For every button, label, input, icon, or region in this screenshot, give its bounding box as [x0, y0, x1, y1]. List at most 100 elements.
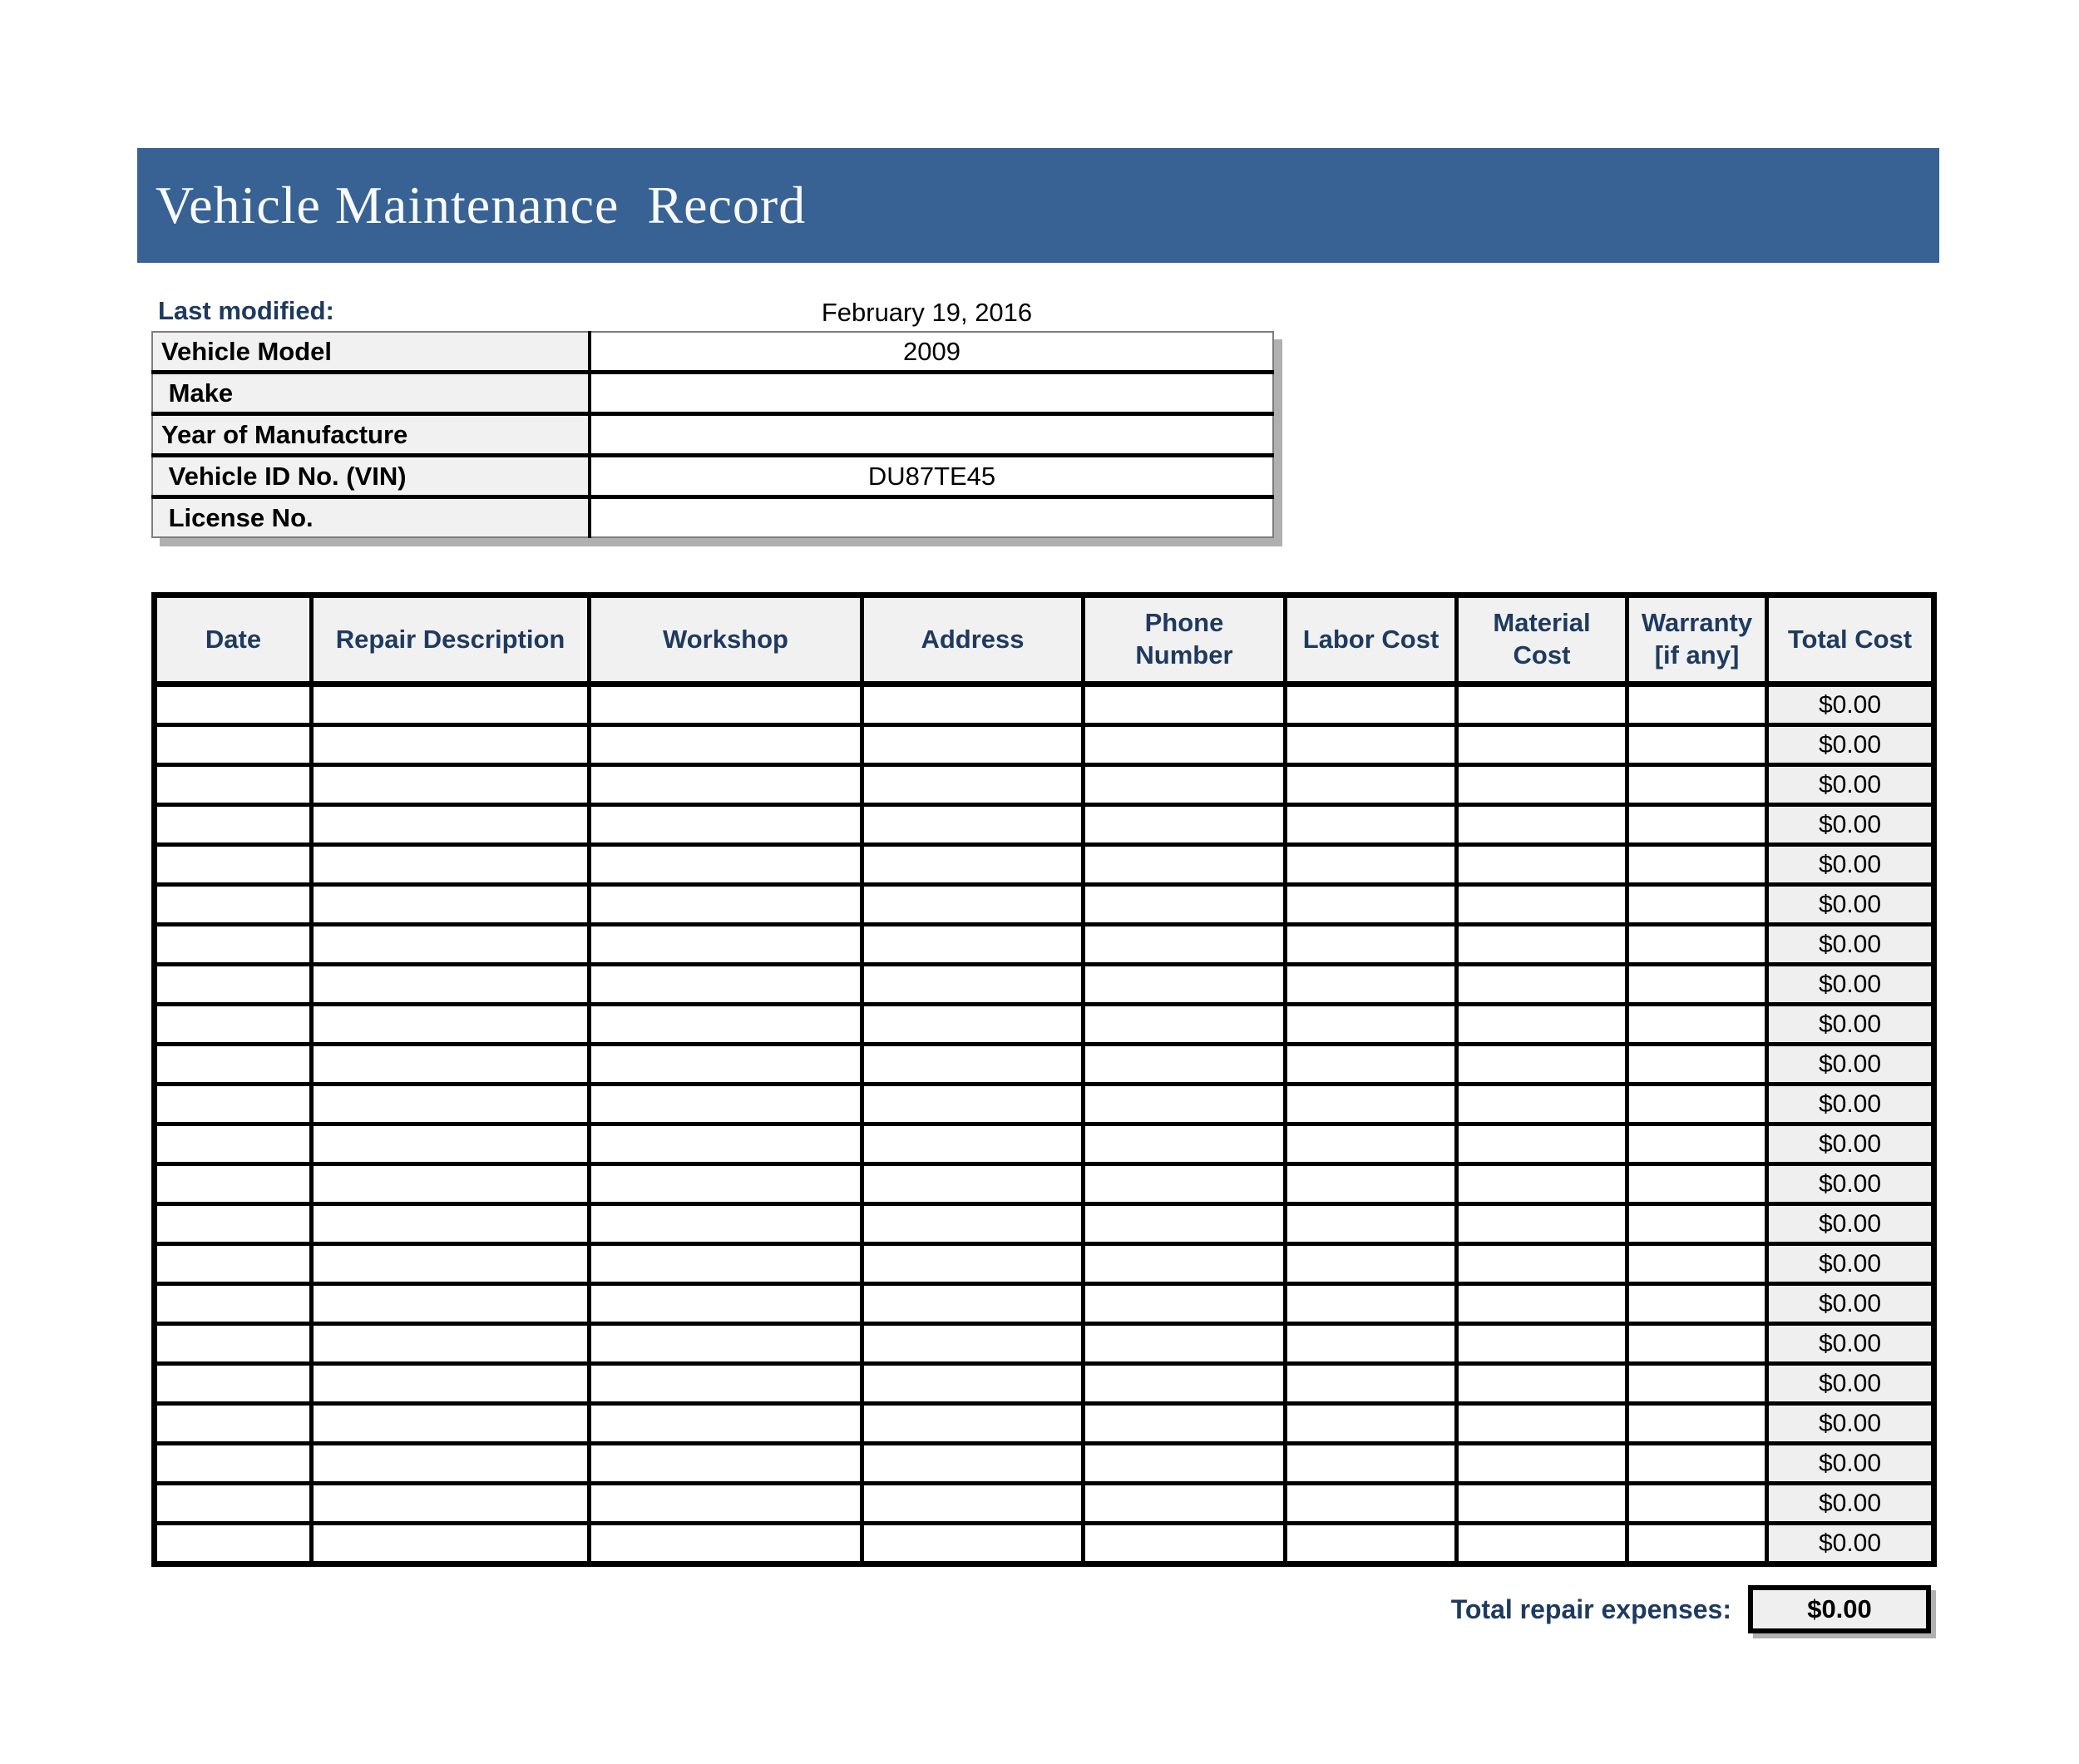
log-cell[interactable] [1456, 1044, 1629, 1086]
log-cell[interactable] [1083, 1203, 1287, 1246]
log-cell[interactable] [862, 764, 1085, 807]
log-cell[interactable] [1456, 1004, 1629, 1046]
log-cell[interactable] [1285, 1483, 1459, 1525]
log-cell[interactable] [311, 1403, 591, 1445]
log-cell[interactable] [1083, 724, 1287, 767]
log-cell[interactable] [311, 684, 591, 727]
log-cell[interactable] [1627, 1084, 1769, 1126]
log-cell[interactable] [862, 804, 1085, 847]
log-cell[interactable] [1627, 964, 1769, 1006]
log-cell[interactable] [1456, 764, 1629, 807]
log-cell[interactable] [589, 1323, 864, 1366]
log-cell[interactable] [1083, 1403, 1287, 1445]
year-of-manufacture-value[interactable] [590, 413, 1273, 457]
log-cell[interactable] [1456, 844, 1629, 887]
log-cell[interactable] [589, 1084, 864, 1126]
log-cell[interactable] [1627, 724, 1769, 767]
log-cell[interactable] [1083, 764, 1287, 807]
log-cell[interactable] [589, 1283, 864, 1326]
log-cell[interactable] [1285, 1004, 1459, 1046]
log-cell[interactable] [1285, 844, 1459, 887]
log-cell[interactable] [1285, 1203, 1459, 1246]
log-cell[interactable] [1456, 1323, 1629, 1366]
log-cell[interactable] [311, 1084, 591, 1126]
log-cell[interactable] [862, 1084, 1085, 1126]
log-cell[interactable] [1456, 1243, 1629, 1286]
log-cell[interactable] [862, 1124, 1085, 1166]
log-cell[interactable] [1456, 1164, 1629, 1206]
log-cell[interactable] [862, 1004, 1085, 1046]
log-cell[interactable] [589, 764, 864, 807]
log-cell[interactable] [1285, 924, 1459, 966]
log-cell[interactable] [862, 1164, 1085, 1206]
log-cell[interactable] [1285, 1124, 1459, 1166]
log-cell[interactable] [589, 884, 864, 926]
log-cell[interactable] [589, 1004, 864, 1046]
last-modified-value[interactable]: February 19, 2016 [821, 298, 1033, 327]
log-cell[interactable] [154, 924, 314, 966]
log-cell[interactable] [311, 1203, 591, 1246]
log-cell[interactable] [1285, 1323, 1459, 1366]
log-cell[interactable] [862, 1483, 1085, 1525]
log-cell[interactable] [1285, 724, 1459, 767]
license-no-value[interactable] [590, 497, 1273, 537]
log-cell[interactable] [154, 1243, 314, 1286]
log-cell[interactable] [1083, 1323, 1287, 1366]
log-cell[interactable] [1285, 1044, 1459, 1086]
log-cell[interactable] [154, 1164, 314, 1206]
log-cell[interactable] [589, 684, 864, 727]
log-cell[interactable] [1083, 1044, 1287, 1086]
log-cell[interactable] [1627, 1523, 1769, 1566]
log-cell[interactable] [1083, 804, 1287, 847]
log-cell[interactable] [154, 1124, 314, 1166]
log-cell[interactable] [1627, 1403, 1769, 1445]
log-cell[interactable] [311, 1124, 591, 1166]
log-cell[interactable] [1285, 1523, 1459, 1566]
log-cell[interactable] [311, 764, 591, 807]
log-cell[interactable] [862, 1523, 1085, 1566]
log-cell[interactable] [311, 1323, 591, 1366]
log-cell[interactable] [589, 1403, 864, 1445]
log-cell[interactable] [589, 1523, 864, 1566]
log-cell[interactable] [862, 1283, 1085, 1326]
log-cell[interactable] [1285, 1403, 1459, 1445]
log-cell[interactable] [589, 1443, 864, 1485]
log-cell[interactable] [311, 1004, 591, 1046]
log-cell[interactable] [1627, 924, 1769, 966]
log-cell[interactable] [862, 1203, 1085, 1246]
log-cell[interactable] [1083, 964, 1287, 1006]
vin-value[interactable]: DU87TE45 [590, 455, 1273, 499]
log-cell[interactable] [862, 1363, 1085, 1406]
log-cell[interactable] [154, 804, 314, 847]
log-cell[interactable] [1627, 684, 1769, 727]
log-cell[interactable] [1285, 1164, 1459, 1206]
log-cell[interactable] [589, 964, 864, 1006]
log-cell[interactable] [862, 1443, 1085, 1485]
log-cell[interactable] [1083, 1164, 1287, 1206]
log-cell[interactable] [311, 964, 591, 1006]
vehicle-model-value[interactable]: 2009 [590, 332, 1273, 374]
log-cell[interactable] [1627, 1283, 1769, 1326]
log-cell[interactable] [1456, 1203, 1629, 1246]
log-cell[interactable] [589, 724, 864, 767]
log-cell[interactable] [311, 1363, 591, 1406]
log-cell[interactable] [1285, 884, 1459, 926]
log-cell[interactable] [1456, 1084, 1629, 1126]
log-cell[interactable] [1456, 1283, 1629, 1326]
log-cell[interactable] [1083, 1363, 1287, 1406]
log-cell[interactable] [154, 1443, 314, 1485]
log-cell[interactable] [154, 684, 314, 727]
log-cell[interactable] [589, 1164, 864, 1206]
log-cell[interactable] [1456, 964, 1629, 1006]
log-cell[interactable] [1627, 1044, 1769, 1086]
log-cell[interactable] [1083, 1124, 1287, 1166]
log-cell[interactable] [862, 1044, 1085, 1086]
log-cell[interactable] [311, 1164, 591, 1206]
log-cell[interactable] [862, 884, 1085, 926]
log-cell[interactable] [862, 924, 1085, 966]
log-cell[interactable] [154, 724, 314, 767]
log-cell[interactable] [589, 1483, 864, 1525]
log-cell[interactable] [311, 924, 591, 966]
log-cell[interactable] [1285, 1443, 1459, 1485]
log-cell[interactable] [1285, 684, 1459, 727]
